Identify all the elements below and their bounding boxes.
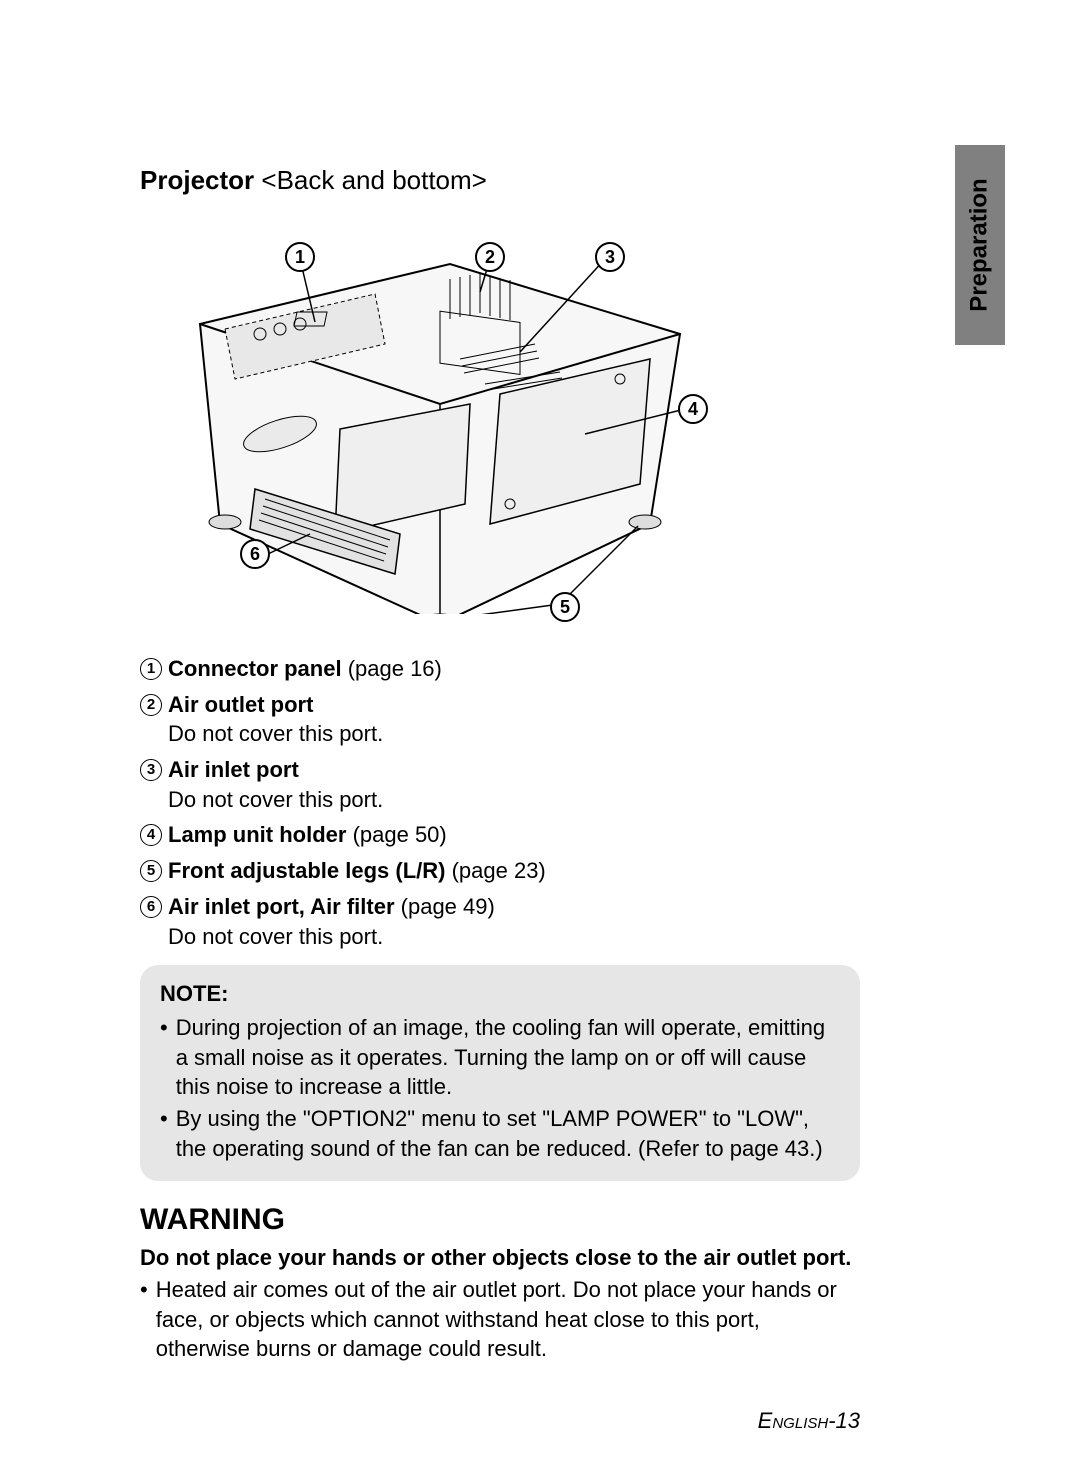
warning-text: Heated air comes out of the air outlet p…	[156, 1275, 860, 1364]
note-bullet: • During projection of an image, the coo…	[160, 1013, 840, 1102]
callout-2: 2	[475, 242, 505, 272]
section-tab: Preparation	[955, 145, 1005, 345]
warning-subheading: Do not place your hands or other objects…	[140, 1243, 860, 1273]
note-text: By using the "OPTION2" menu to set "LAMP…	[176, 1104, 840, 1163]
warning-heading: WARNING	[140, 1203, 860, 1237]
diagram-title-rest: <Back and bottom>	[254, 165, 487, 195]
callout-4: 4	[678, 394, 708, 424]
note-heading: NOTE:	[160, 979, 840, 1009]
section-tab-label: Preparation	[966, 178, 994, 311]
page-lang: English	[758, 1408, 829, 1433]
list-item: 5 Front adjustable legs (L/R) (page 23)	[140, 856, 860, 886]
item-desc: Do not cover this port.	[168, 719, 860, 749]
item-title: Air outlet port	[168, 692, 313, 717]
item-number: 4	[140, 824, 162, 846]
item-desc: Do not cover this port.	[168, 785, 860, 815]
item-number: 5	[140, 860, 162, 882]
callout-6: 6	[240, 539, 270, 569]
page-num: -13	[828, 1408, 860, 1433]
bullet-dot: •	[160, 1104, 168, 1163]
item-title: Connector panel	[168, 656, 342, 681]
item-page-ref: (page 49)	[395, 894, 495, 919]
item-title: Air inlet port, Air filter	[168, 894, 395, 919]
page-content: Projector <Back and bottom>	[140, 165, 860, 1422]
bullet-dot: •	[140, 1275, 148, 1364]
callout-1: 1	[285, 242, 315, 272]
warning-bullet: • Heated air comes out of the air outlet…	[140, 1275, 860, 1364]
item-number: 3	[140, 759, 162, 781]
parts-list: 1 Connector panel (page 16) 2 Air outlet…	[140, 654, 860, 951]
item-title: Front adjustable legs (L/R)	[168, 858, 445, 883]
list-item: 3 Air inlet port Do not cover this port.	[140, 755, 860, 814]
item-page-ref: (page 50)	[346, 822, 446, 847]
item-title: Lamp unit holder	[168, 822, 346, 847]
item-desc: Do not cover this port.	[168, 922, 860, 952]
warning-section: WARNING Do not place your hands or other…	[140, 1203, 860, 1364]
note-text: During projection of an image, the cooli…	[176, 1013, 840, 1102]
item-page-ref: (page 16)	[342, 656, 442, 681]
note-box: NOTE: • During projection of an image, t…	[140, 965, 860, 1181]
item-number: 1	[140, 658, 162, 680]
diagram-title: Projector <Back and bottom>	[140, 165, 860, 196]
list-item: 2 Air outlet port Do not cover this port…	[140, 690, 860, 749]
item-number: 6	[140, 896, 162, 918]
item-title: Air inlet port	[168, 757, 299, 782]
bullet-dot: •	[160, 1013, 168, 1102]
item-page-ref: (page 23)	[445, 858, 545, 883]
page-footer: English-13	[140, 1382, 860, 1422]
list-item: 6 Air inlet port, Air filter (page 49) D…	[140, 892, 860, 951]
projector-diagram: 1 2 3 4 5 6	[140, 204, 700, 614]
list-item: 4 Lamp unit holder (page 50)	[140, 820, 860, 850]
item-number: 2	[140, 694, 162, 716]
page-number-label: English-13	[758, 1408, 860, 1434]
note-bullet: • By using the "OPTION2" menu to set "LA…	[160, 1104, 840, 1163]
diagram-title-bold: Projector	[140, 165, 254, 195]
list-item: 1 Connector panel (page 16)	[140, 654, 860, 684]
callout-3: 3	[595, 242, 625, 272]
callout-5: 5	[550, 592, 580, 622]
